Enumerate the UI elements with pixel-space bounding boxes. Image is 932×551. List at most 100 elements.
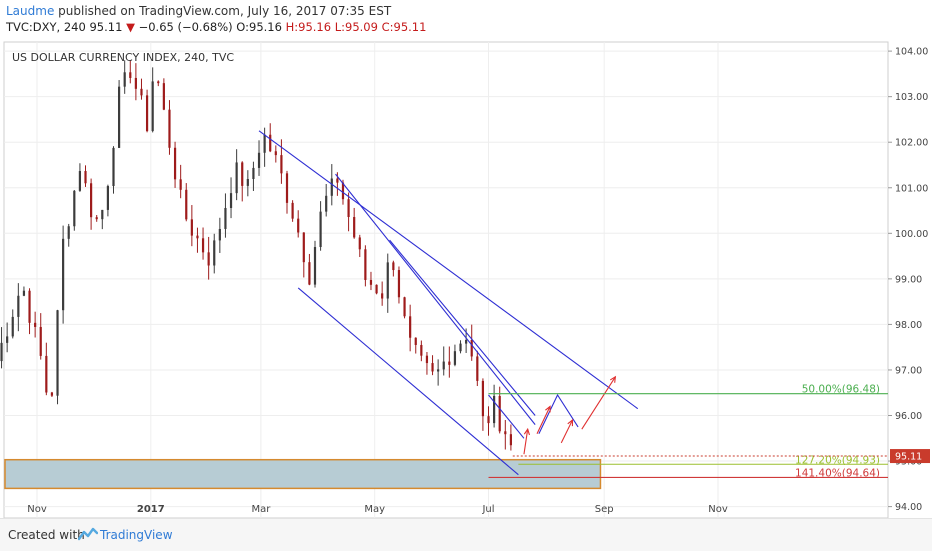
candle-body bbox=[409, 316, 412, 338]
candle-body bbox=[106, 186, 109, 210]
symbol-label: TVC:DXY, 240 bbox=[6, 20, 86, 34]
x-tick-label: Sep bbox=[595, 504, 614, 515]
y-tick-label: 100.00 bbox=[895, 229, 928, 240]
candle-body bbox=[123, 72, 126, 87]
candle-body bbox=[145, 95, 149, 132]
published-text: published on TradingView.com, July 16, 2… bbox=[58, 4, 392, 18]
candle-body bbox=[353, 217, 356, 238]
candle-body bbox=[17, 295, 20, 317]
y-tick-label: 97.00 bbox=[895, 365, 922, 376]
x-tick-label: Nov bbox=[27, 504, 47, 515]
candle-body bbox=[78, 171, 82, 191]
candle-body bbox=[297, 218, 300, 233]
y-tick-label: 99.00 bbox=[895, 274, 922, 285]
created-with-label: Created with bbox=[8, 528, 85, 542]
x-tick-label: Jul bbox=[481, 504, 494, 515]
candle-body bbox=[498, 396, 501, 432]
candle-body bbox=[403, 297, 406, 317]
x-tick-label: May bbox=[364, 504, 385, 515]
candle-body bbox=[101, 209, 104, 220]
x-tick-label: Nov bbox=[708, 504, 728, 515]
x-tick-label: Mar bbox=[251, 504, 271, 515]
candle-body bbox=[207, 252, 210, 266]
candle-body bbox=[190, 219, 193, 236]
candle-body bbox=[291, 202, 294, 219]
candle-body bbox=[442, 361, 445, 370]
candle-body bbox=[381, 293, 384, 299]
candle-body bbox=[11, 316, 14, 337]
candle-body bbox=[386, 262, 389, 299]
candle-body bbox=[95, 217, 98, 220]
candle-body bbox=[257, 152, 261, 168]
candle-body bbox=[414, 337, 417, 345]
candle-body bbox=[509, 434, 513, 446]
arrow-head-icon bbox=[545, 405, 551, 413]
candle-body bbox=[459, 343, 462, 352]
publish-line: Laudme published on TradingView.com, Jul… bbox=[6, 4, 391, 18]
candle-body bbox=[129, 72, 132, 78]
candle-body bbox=[173, 147, 177, 180]
candle-body bbox=[56, 310, 59, 396]
candle-body bbox=[6, 336, 9, 343]
candle-body bbox=[280, 155, 283, 174]
candle-body bbox=[274, 151, 277, 156]
last-price-tag bbox=[890, 449, 930, 464]
y-tick-label: 103.00 bbox=[895, 92, 928, 103]
candle-body bbox=[179, 179, 182, 190]
trendline bbox=[258, 130, 639, 410]
candle-body bbox=[39, 326, 42, 356]
candle-body bbox=[437, 369, 440, 372]
candle-body bbox=[358, 237, 361, 250]
arrow-head-icon bbox=[567, 418, 574, 427]
candle-body bbox=[157, 81, 160, 84]
chart-area[interactable]: 50.00%(96.48) 127.20%(94.93) 141.40%(94.64… bbox=[0, 38, 932, 519]
candle-body bbox=[229, 193, 233, 208]
candle-body bbox=[425, 355, 429, 364]
candle-body bbox=[134, 77, 137, 89]
footer-bar: Created with TradingView bbox=[0, 518, 932, 551]
candle-body bbox=[476, 356, 479, 381]
candle-body bbox=[252, 167, 255, 180]
candle-body bbox=[168, 109, 171, 148]
candle-body bbox=[392, 262, 395, 271]
last-price: 95.11 bbox=[89, 20, 123, 34]
candle-body bbox=[375, 284, 378, 294]
arrow-head-icon bbox=[609, 375, 617, 383]
candle-body bbox=[213, 240, 216, 266]
y-tick-label: 102.00 bbox=[895, 138, 928, 149]
author-link[interactable]: Laudme bbox=[6, 4, 55, 18]
trendline bbox=[389, 239, 536, 416]
candle-body bbox=[67, 226, 70, 239]
candle-body bbox=[196, 235, 199, 239]
low-value: L:95.09 bbox=[334, 20, 378, 34]
candle-body bbox=[201, 238, 205, 253]
trendline bbox=[297, 287, 519, 476]
candle-body bbox=[62, 238, 65, 311]
candle-body bbox=[325, 195, 328, 212]
candle-body bbox=[0, 342, 3, 362]
target-zone bbox=[4, 458, 602, 490]
candle-body bbox=[330, 178, 333, 196]
trendline bbox=[488, 394, 525, 439]
last-price-label: 95.11 bbox=[895, 452, 922, 463]
candle-body bbox=[84, 171, 87, 184]
candle-body bbox=[431, 363, 434, 372]
candle-body bbox=[246, 179, 249, 186]
y-tick-label: 101.00 bbox=[895, 183, 928, 194]
candle-body bbox=[308, 262, 311, 285]
high-value: H:95.16 bbox=[285, 20, 332, 34]
fib-level-label: 127.20%(94.93) bbox=[795, 454, 880, 466]
y-tick-label: 96.00 bbox=[895, 411, 922, 422]
chart-header: Laudme published on TradingView.com, Jul… bbox=[0, 0, 932, 38]
tradingview-link[interactable]: TradingView bbox=[100, 528, 173, 542]
candle-body bbox=[470, 340, 473, 357]
projection-zigzag bbox=[538, 393, 579, 434]
price-chart[interactable]: 50.00%(96.48) 127.20%(94.93)141.40%(94.64… bbox=[0, 38, 932, 519]
arrow-head-icon bbox=[523, 427, 531, 436]
candle-body bbox=[319, 211, 322, 248]
projection-arrow bbox=[560, 419, 573, 444]
candle-body bbox=[369, 279, 373, 285]
candle-body bbox=[302, 232, 305, 263]
y-tick-label: 104.00 bbox=[895, 47, 928, 58]
candle-body bbox=[453, 351, 457, 365]
